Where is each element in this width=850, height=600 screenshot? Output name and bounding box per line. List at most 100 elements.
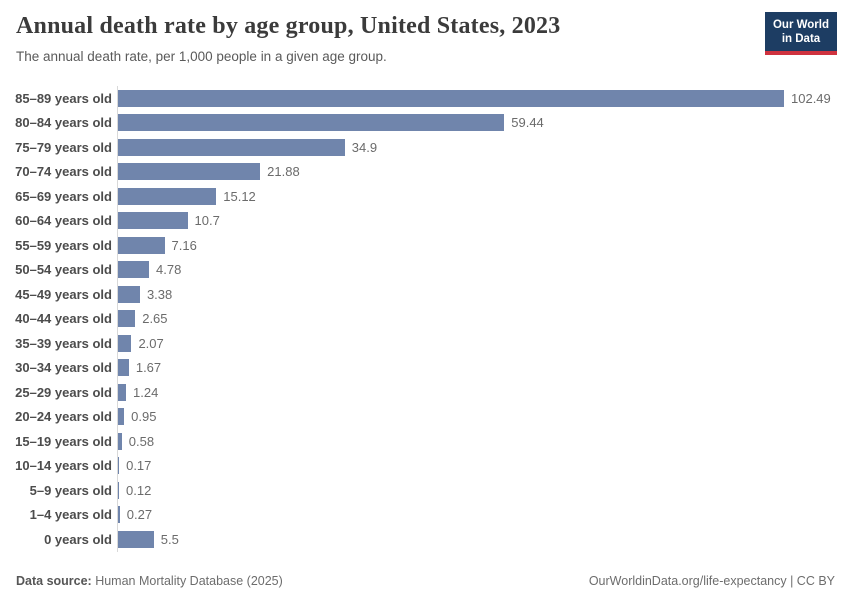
category-label: 60–64 years old xyxy=(15,213,112,229)
value-label: 0.17 xyxy=(126,458,152,474)
value-label: 21.88 xyxy=(267,164,300,180)
bar[interactable] xyxy=(118,457,120,475)
bar[interactable] xyxy=(118,383,127,401)
bar-track: 21.88 xyxy=(117,159,835,184)
bar-track: 0.58 xyxy=(117,429,835,454)
chart-row: 30–34 years old 1.67 xyxy=(15,355,835,380)
bar-track: 59.44 xyxy=(117,110,835,135)
bar-track: 1.24 xyxy=(117,380,835,405)
data-source-label: Data source: xyxy=(16,574,92,588)
value-label: 0.58 xyxy=(128,433,155,449)
bar[interactable] xyxy=(118,310,136,328)
chart-row: 40–44 years old 2.65 xyxy=(15,306,835,331)
chart-row: 80–84 years old 59.44 xyxy=(15,110,835,135)
value-label: 4.78 xyxy=(156,262,182,278)
bar-track: 0.17 xyxy=(117,453,835,478)
chart-subtitle: The annual death rate, per 1,000 people … xyxy=(16,48,387,64)
bar-track: 0.12 xyxy=(117,478,835,503)
chart-row: 45–49 years old 3.38 xyxy=(15,282,835,307)
bar[interactable] xyxy=(118,236,165,254)
bar-track: 0.95 xyxy=(117,404,835,429)
bar-track: 2.07 xyxy=(117,331,835,356)
category-label: 10–14 years old xyxy=(15,458,112,474)
value-label: 15.12 xyxy=(223,188,256,204)
category-label: 50–54 years old xyxy=(15,262,112,278)
category-label: 65–69 years old xyxy=(15,188,112,204)
bar-track: 4.78 xyxy=(117,257,835,282)
value-label: 2.07 xyxy=(138,335,164,351)
bar[interactable] xyxy=(118,408,125,426)
bar-track: 3.38 xyxy=(117,282,835,307)
category-label: 5–9 years old xyxy=(29,482,112,498)
chart-row: 20–24 years old 0.95 xyxy=(15,404,835,429)
bar-track: 34.9 xyxy=(117,135,835,160)
bar-track: 10.7 xyxy=(117,208,835,233)
bar-track: 5.5 xyxy=(117,527,835,552)
chart-row: 35–39 years old 2.07 xyxy=(15,331,835,356)
category-label: 30–34 years old xyxy=(15,360,112,376)
category-label: 80–84 years old xyxy=(15,115,112,131)
chart-row: 70–74 years old 21.88 xyxy=(15,159,835,184)
bar[interactable] xyxy=(118,187,217,205)
bar[interactable] xyxy=(118,212,188,230)
bar-track: 1.67 xyxy=(117,355,835,380)
value-label: 59.44 xyxy=(511,115,544,131)
bar-track: 2.65 xyxy=(117,306,835,331)
chart-row: 75–79 years old 34.9 xyxy=(15,135,835,160)
value-label: 0.12 xyxy=(126,482,152,498)
chart-header: Annual death rate by age group, United S… xyxy=(16,12,755,64)
value-label: 3.38 xyxy=(146,286,173,302)
chart-row: 85–89 years old 102.49 xyxy=(15,86,835,111)
bar[interactable] xyxy=(118,261,150,279)
value-label: 34.9 xyxy=(351,139,378,155)
value-label: 10.7 xyxy=(194,213,220,229)
category-label: 55–59 years old xyxy=(15,237,112,253)
owid-logo-line1: Our World xyxy=(772,19,829,31)
data-source: Data source: Human Mortality Database (2… xyxy=(16,574,283,588)
value-label: 2.65 xyxy=(142,311,168,327)
owid-logo-line2: in Data xyxy=(781,32,821,45)
bar-track: 15.12 xyxy=(117,184,835,209)
bar[interactable] xyxy=(118,359,129,377)
value-label: 1.24 xyxy=(133,384,159,400)
data-source-text: Human Mortality Database (2025) xyxy=(91,574,283,588)
chart-row: 55–59 years old 7.16 xyxy=(15,233,835,258)
value-label: 0.95 xyxy=(131,409,157,425)
category-label: 25–29 years old xyxy=(15,384,112,400)
chart-row: 25–29 years old 1.24 xyxy=(15,380,835,405)
bar[interactable] xyxy=(118,530,154,548)
chart-row: 10–14 years old 0.17 xyxy=(15,453,835,478)
bar[interactable] xyxy=(118,285,140,303)
chart-row: 60–64 years old 10.7 xyxy=(15,208,835,233)
value-label: 1.67 xyxy=(135,360,162,376)
chart-row: 1–4 years old 0.27 xyxy=(15,502,835,527)
attribution: OurWorldinData.org/life-expectancy | CC … xyxy=(588,574,835,588)
category-label: 45–49 years old xyxy=(15,286,112,302)
chart-title: Annual death rate by age group, United S… xyxy=(16,13,561,39)
bar-chart: 85–89 years old 102.49 80–84 years old 59.4… xyxy=(15,86,835,552)
bar[interactable] xyxy=(118,114,505,132)
bar[interactable] xyxy=(118,163,261,181)
bar-track: 102.49 xyxy=(117,86,835,111)
category-label: 40–44 years old xyxy=(15,311,112,327)
category-label: 75–79 years old xyxy=(15,139,112,155)
category-label: 1–4 years old xyxy=(29,507,112,523)
chart-row: 65–69 years old 15.12 xyxy=(15,184,835,209)
bar[interactable] xyxy=(118,432,122,450)
chart-footer: Data source: Human Mortality Database (2… xyxy=(16,574,835,588)
bar-track: 0.27 xyxy=(117,502,835,527)
owid-logo: Our World in Data xyxy=(765,12,837,56)
category-label: 70–74 years old xyxy=(15,164,112,180)
bar-track: 7.16 xyxy=(117,233,835,258)
bar[interactable] xyxy=(118,89,784,107)
category-label: 20–24 years old xyxy=(15,409,112,425)
value-label: 5.5 xyxy=(160,531,179,547)
chart-row: 50–54 years old 4.78 xyxy=(15,257,835,282)
bar[interactable] xyxy=(118,506,120,524)
value-label: 0.27 xyxy=(126,507,153,523)
bar[interactable] xyxy=(118,334,132,352)
category-label: 0 years old xyxy=(44,531,112,547)
bar[interactable] xyxy=(118,481,119,499)
category-label: 85–89 years old xyxy=(15,90,112,106)
bar[interactable] xyxy=(118,138,345,156)
